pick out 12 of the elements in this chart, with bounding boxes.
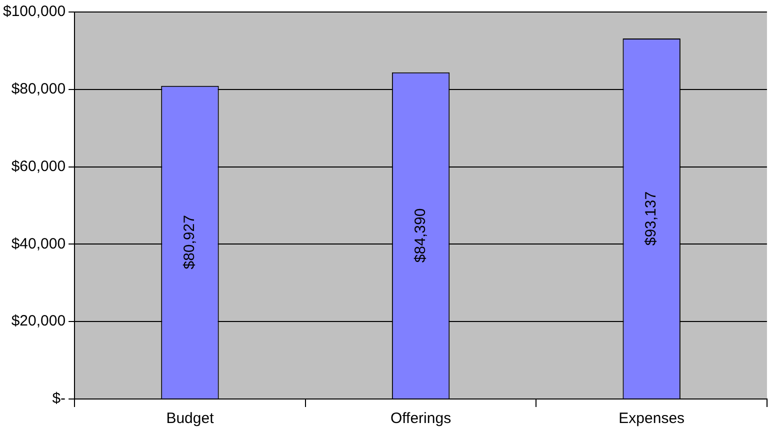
data-label: $93,137: [642, 191, 660, 246]
y-tick-label: $60,000: [11, 158, 66, 175]
data-label: $84,390: [412, 208, 429, 263]
y-tick-label: $-: [52, 390, 66, 408]
y-tick-label: $40,000: [11, 235, 66, 252]
data-label: $80,927: [181, 215, 198, 270]
x-tick-label: Offerings: [390, 410, 452, 428]
y-tick-label: $20,000: [11, 312, 66, 330]
x-tick-label: Budget: [166, 410, 215, 428]
y-tick-label: $100,000: [2, 3, 66, 20]
x-tick-label: Expenses: [618, 410, 685, 428]
y-tick-label: $80,000: [11, 80, 66, 98]
